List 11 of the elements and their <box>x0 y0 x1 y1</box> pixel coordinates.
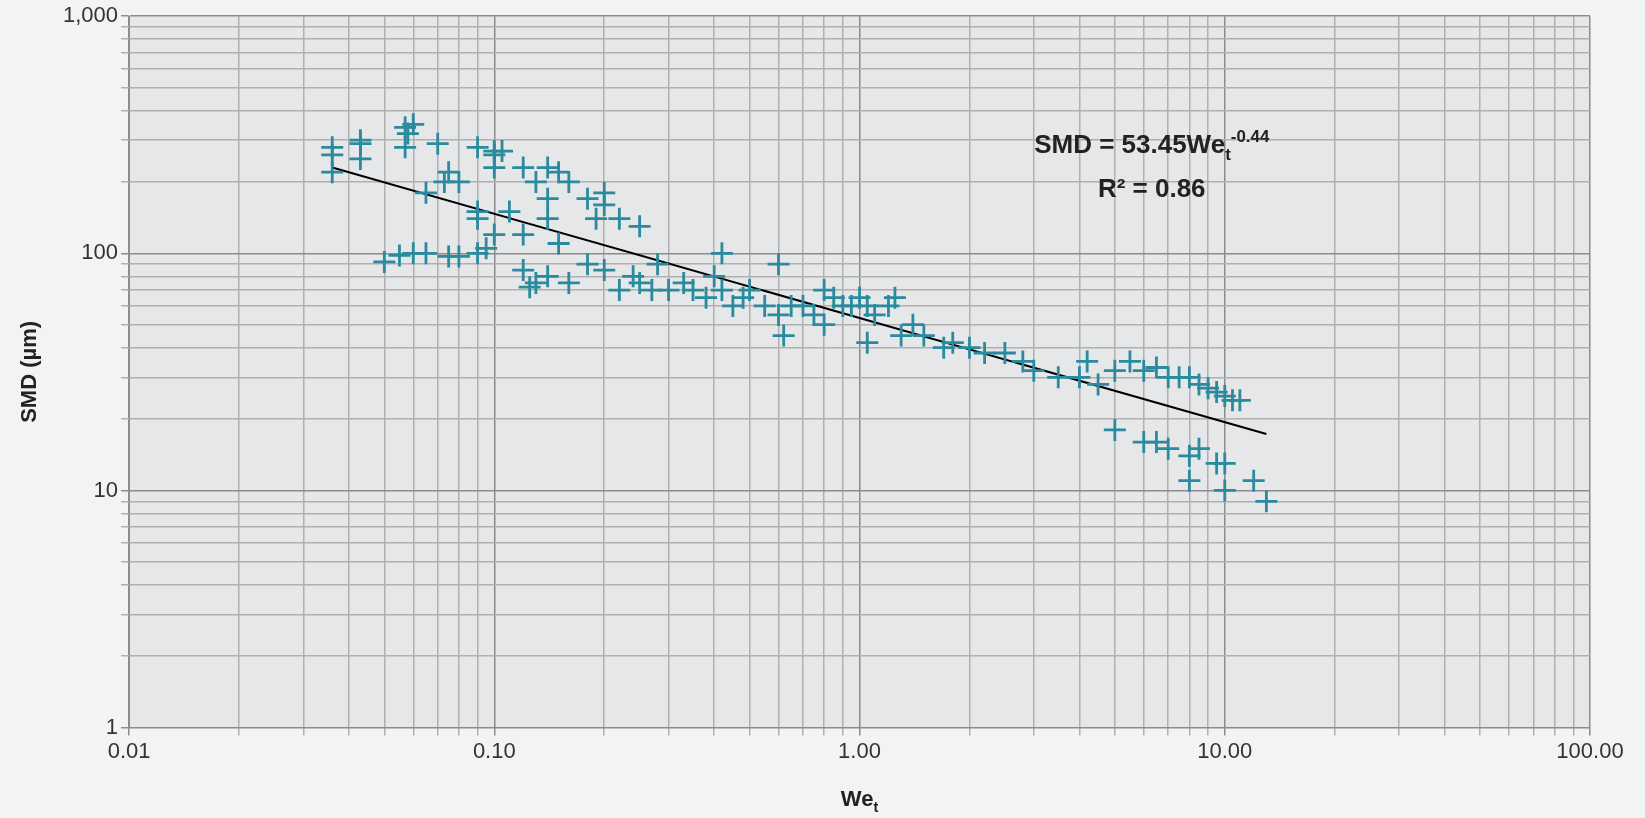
y-tick-label: 100 <box>81 239 119 265</box>
x-tick-label: 0.10 <box>472 737 516 763</box>
y-tick-label: 10 <box>93 476 119 502</box>
x-tick-label: 0.01 <box>107 737 151 763</box>
x-tick-label: 10.00 <box>1197 737 1253 763</box>
x-tick-label: 1.00 <box>838 737 881 763</box>
y-tick-label: 1 <box>105 713 119 739</box>
annotation: R² = 0.86 <box>1097 173 1206 204</box>
y-tick-label: 1,000 <box>62 2 119 28</box>
x-tick-label: 100.00 <box>1556 737 1624 763</box>
y-axis-title: SMD (µm) <box>16 320 42 423</box>
